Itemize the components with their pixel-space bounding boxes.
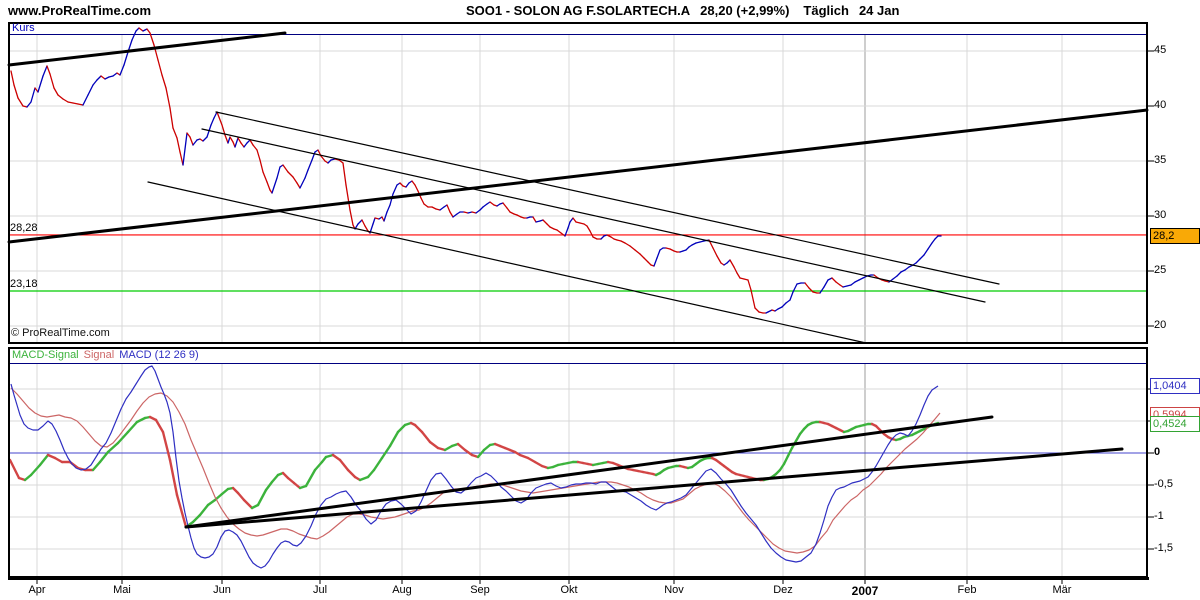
level-lines (10, 234, 1146, 454)
macd-y-axis-label: 0 (1154, 446, 1161, 458)
site-url: www.ProRealTime.com (8, 3, 152, 18)
trendline[interactable] (147, 181, 867, 344)
macd-diff-value-box: 0,4524 (1150, 416, 1200, 433)
macd-legend: MACD-Signal Signal MACD (12 26 9) (12, 349, 204, 361)
x-axis-month-label: Mär (1052, 584, 1072, 596)
resistance-level-label: 28,28 (10, 221, 38, 234)
macd-value-box: 1,0404 (1150, 378, 1200, 395)
axis-ticks (36, 50, 1154, 584)
price-y-axis-label: 20 (1154, 319, 1167, 331)
timeframe: Täglich (803, 3, 849, 18)
price-y-axis-label: 45 (1154, 44, 1167, 56)
x-axis-month-label: Nov (664, 584, 684, 596)
quote-date: 24 Jan (858, 3, 900, 18)
x-axis-month-label: Sep (470, 584, 490, 596)
macd-y-axis-label: -1 (1154, 510, 1164, 522)
x-axis-month-label: Mai (113, 584, 131, 596)
trendline[interactable] (184, 415, 994, 529)
trendline[interactable] (201, 128, 986, 303)
x-axis-month-label: Jul (312, 584, 328, 596)
legend-macd: MACD (12 26 9) (119, 349, 199, 361)
x-axis-month-label: Jun (213, 584, 231, 596)
x-axis-month-label: 2007 (851, 584, 879, 598)
panel-strips (9, 34, 1147, 364)
x-axis-month-label: Dez (773, 584, 793, 596)
price-panel-label: Kurs (12, 22, 35, 34)
price-y-axis-label: 25 (1154, 264, 1167, 276)
last-price-box: 28,2 (1150, 227, 1200, 244)
legend-signal: Signal (83, 349, 115, 361)
trendline[interactable] (7, 31, 287, 67)
macd-y-axis-label: -0,5 (1154, 478, 1173, 490)
trendline[interactable] (7, 108, 1149, 244)
x-axis-month-label: Okt (560, 584, 578, 596)
trendline[interactable] (215, 111, 1000, 285)
chart-title: SOO1 - SOLON AG F.SOLARTECH.A 28,20 (+2,9… (466, 3, 899, 18)
panel-frames (8, 22, 1149, 580)
instrument-name: SOO1 - SOLON AG F.SOLARTECH.A (466, 3, 691, 18)
price-y-axis-label: 35 (1154, 154, 1167, 166)
watermark: © ProRealTime.com (11, 327, 110, 339)
trendlines (7, 31, 1149, 529)
price-y-axis-label: 30 (1154, 209, 1167, 221)
x-axis-month-label: Apr (28, 584, 46, 596)
legend-macd-signal: MACD-Signal (12, 349, 79, 361)
support-level-label: 23,18 (10, 278, 38, 291)
macd-y-axis-label: -1,5 (1154, 542, 1173, 554)
last-quote: 28,20 (+2,99%) (700, 3, 790, 18)
x-axis-month-label: Feb (957, 584, 977, 596)
price-y-axis-label: 40 (1154, 99, 1167, 111)
trendline[interactable] (184, 447, 1124, 529)
x-axis-month-label: Aug (392, 584, 412, 596)
